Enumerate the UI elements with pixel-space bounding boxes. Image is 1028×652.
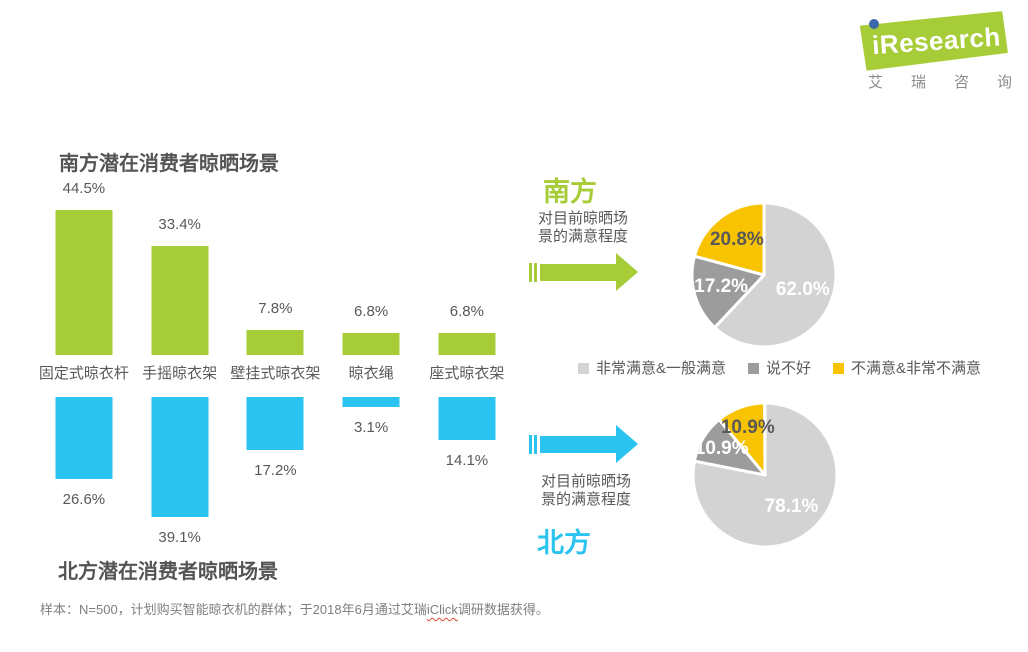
region-label-north: 北方: [537, 528, 591, 558]
legend-swatch: [833, 362, 845, 374]
arrow-stripe: [534, 435, 537, 454]
ireserach-logo-flag: iResearch: [859, 11, 1008, 71]
bar-value-label: 33.4%: [158, 216, 201, 234]
pie-value-label: 20.8%: [709, 228, 764, 250]
category-labels-row: 固定式晾衣杆 手摇晾衣架 壁挂式晾衣架 晾衣绳 座式晾衣架: [36, 364, 516, 384]
north-bar-chart-title: 北方潜在消费者晾晒场景: [58, 561, 278, 583]
category-label: 晾衣绳: [348, 365, 394, 382]
category-label: 固定式晾衣杆: [38, 365, 129, 382]
north-bar: [342, 397, 400, 407]
pie-slice: [690, 254, 766, 329]
north-bar: [151, 397, 209, 517]
category-label: 壁挂式晾衣架: [230, 365, 321, 382]
south-bar: [246, 329, 304, 355]
footnote-text: 调研数据获得。: [457, 602, 549, 617]
footnote-text: 样本：N=500，计划购买智能晾衣机的群体；于2018年6月通过艾瑞: [40, 602, 427, 617]
legend-item: 说不好: [748, 357, 811, 378]
legend-swatch: [578, 362, 589, 374]
bar-column: 6.8%: [419, 180, 515, 355]
pie-slice: [692, 201, 766, 277]
bar-value-label: 6.8%: [354, 302, 389, 320]
bar-value-label: 14.1%: [445, 452, 489, 470]
arrow-stripe: [529, 435, 532, 454]
pie-legend: 非常满意&一般满意 说不好 不满意&非常不满意: [578, 357, 981, 378]
arrow-body: [540, 264, 616, 281]
north-bar-chart: 26.6% 39.1% 17.2% 3.1% 14.1%: [36, 397, 516, 562]
logo-chinese-name: 艾瑞咨询: [868, 74, 1028, 91]
bar-column: 7.8%: [228, 180, 324, 355]
pie-value-label: 10.9%: [720, 416, 775, 438]
north-pie-chart: 78.1% 10.9% 10.9%: [685, 395, 845, 555]
north-bar: [246, 397, 304, 450]
bar-column: 33.4%: [132, 180, 228, 355]
bar-column: 17.2%: [228, 397, 324, 562]
bar-value-label: 39.1%: [158, 529, 201, 547]
arrow-stripe: [529, 263, 532, 282]
logo-i-dot: [869, 19, 879, 29]
arrow-right-cyan-icon: [528, 424, 650, 464]
bar-value-label: 6.8%: [449, 302, 484, 320]
bar-column: 6.8%: [323, 180, 419, 355]
legend-item: 不满意&非常不满意: [833, 357, 981, 378]
bar-value-label: 7.8%: [258, 299, 293, 317]
south-bar-chart-title: 南方潜在消费者晾晒场景: [59, 153, 279, 175]
bar-column: 14.1%: [419, 397, 515, 562]
legend-label: 说不好: [766, 360, 812, 377]
logo-brand-text: iResearch: [871, 20, 1002, 60]
sample-footnote: 样本：N=500，计划购买智能晾衣机的群体；于2018年6月通过艾瑞iClick…: [40, 601, 549, 619]
south-pie-svg: [690, 201, 838, 349]
bar-value-label: 26.6%: [62, 490, 106, 508]
legend-swatch: [748, 362, 760, 374]
south-bar: [151, 246, 209, 355]
satisfaction-desc-south: 对目前晾晒场景的满意程度: [538, 210, 629, 245]
south-bar: [438, 332, 496, 355]
north-bar: [55, 397, 113, 479]
arrow-body: [540, 436, 616, 453]
arrow-head: [616, 425, 638, 463]
region-label-south: 南方: [543, 177, 597, 207]
bar-column: 44.5%: [36, 180, 132, 355]
satisfaction-desc-north: 对目前晾晒场景的满意程度: [541, 473, 632, 508]
legend-item: 非常满意&一般满意: [578, 357, 726, 378]
pie-slice: [717, 401, 767, 477]
legend-label: 非常满意&一般满意: [596, 360, 727, 377]
arrow-right-green-icon: [528, 252, 650, 292]
north-bar: [438, 397, 496, 441]
south-bar: [55, 209, 113, 355]
pie-value-label: 17.2%: [694, 276, 749, 298]
bar-value-label: 44.5%: [62, 179, 106, 197]
bar-value-label: 3.1%: [354, 418, 389, 436]
north-pie-svg: [691, 401, 839, 549]
bar-column: 26.6%: [36, 397, 132, 562]
pie-value-label: 10.9%: [694, 438, 749, 460]
category-label: 座式晾衣架: [429, 365, 505, 382]
bar-value-label: 17.2%: [254, 461, 297, 479]
bar-column: 39.1%: [132, 397, 228, 562]
pie-slice: [713, 201, 838, 349]
category-label: 手摇晾衣架: [142, 365, 218, 382]
arrow-head: [616, 253, 638, 291]
legend-label: 不满意&非常不满意: [851, 360, 982, 377]
south-pie-chart: 62.0% 17.2% 20.8%: [684, 195, 844, 355]
pie-value-label: 62.0%: [775, 279, 830, 301]
pie-value-label: 78.1%: [764, 496, 819, 518]
bar-column: 3.1%: [323, 397, 419, 562]
south-bar: [342, 332, 400, 355]
arrow-stripe: [534, 263, 537, 282]
south-bar-chart: 44.5% 33.4% 7.8% 6.8% 6.8%: [36, 180, 516, 355]
footnote-spellcheck-word: iClick: [426, 602, 458, 617]
